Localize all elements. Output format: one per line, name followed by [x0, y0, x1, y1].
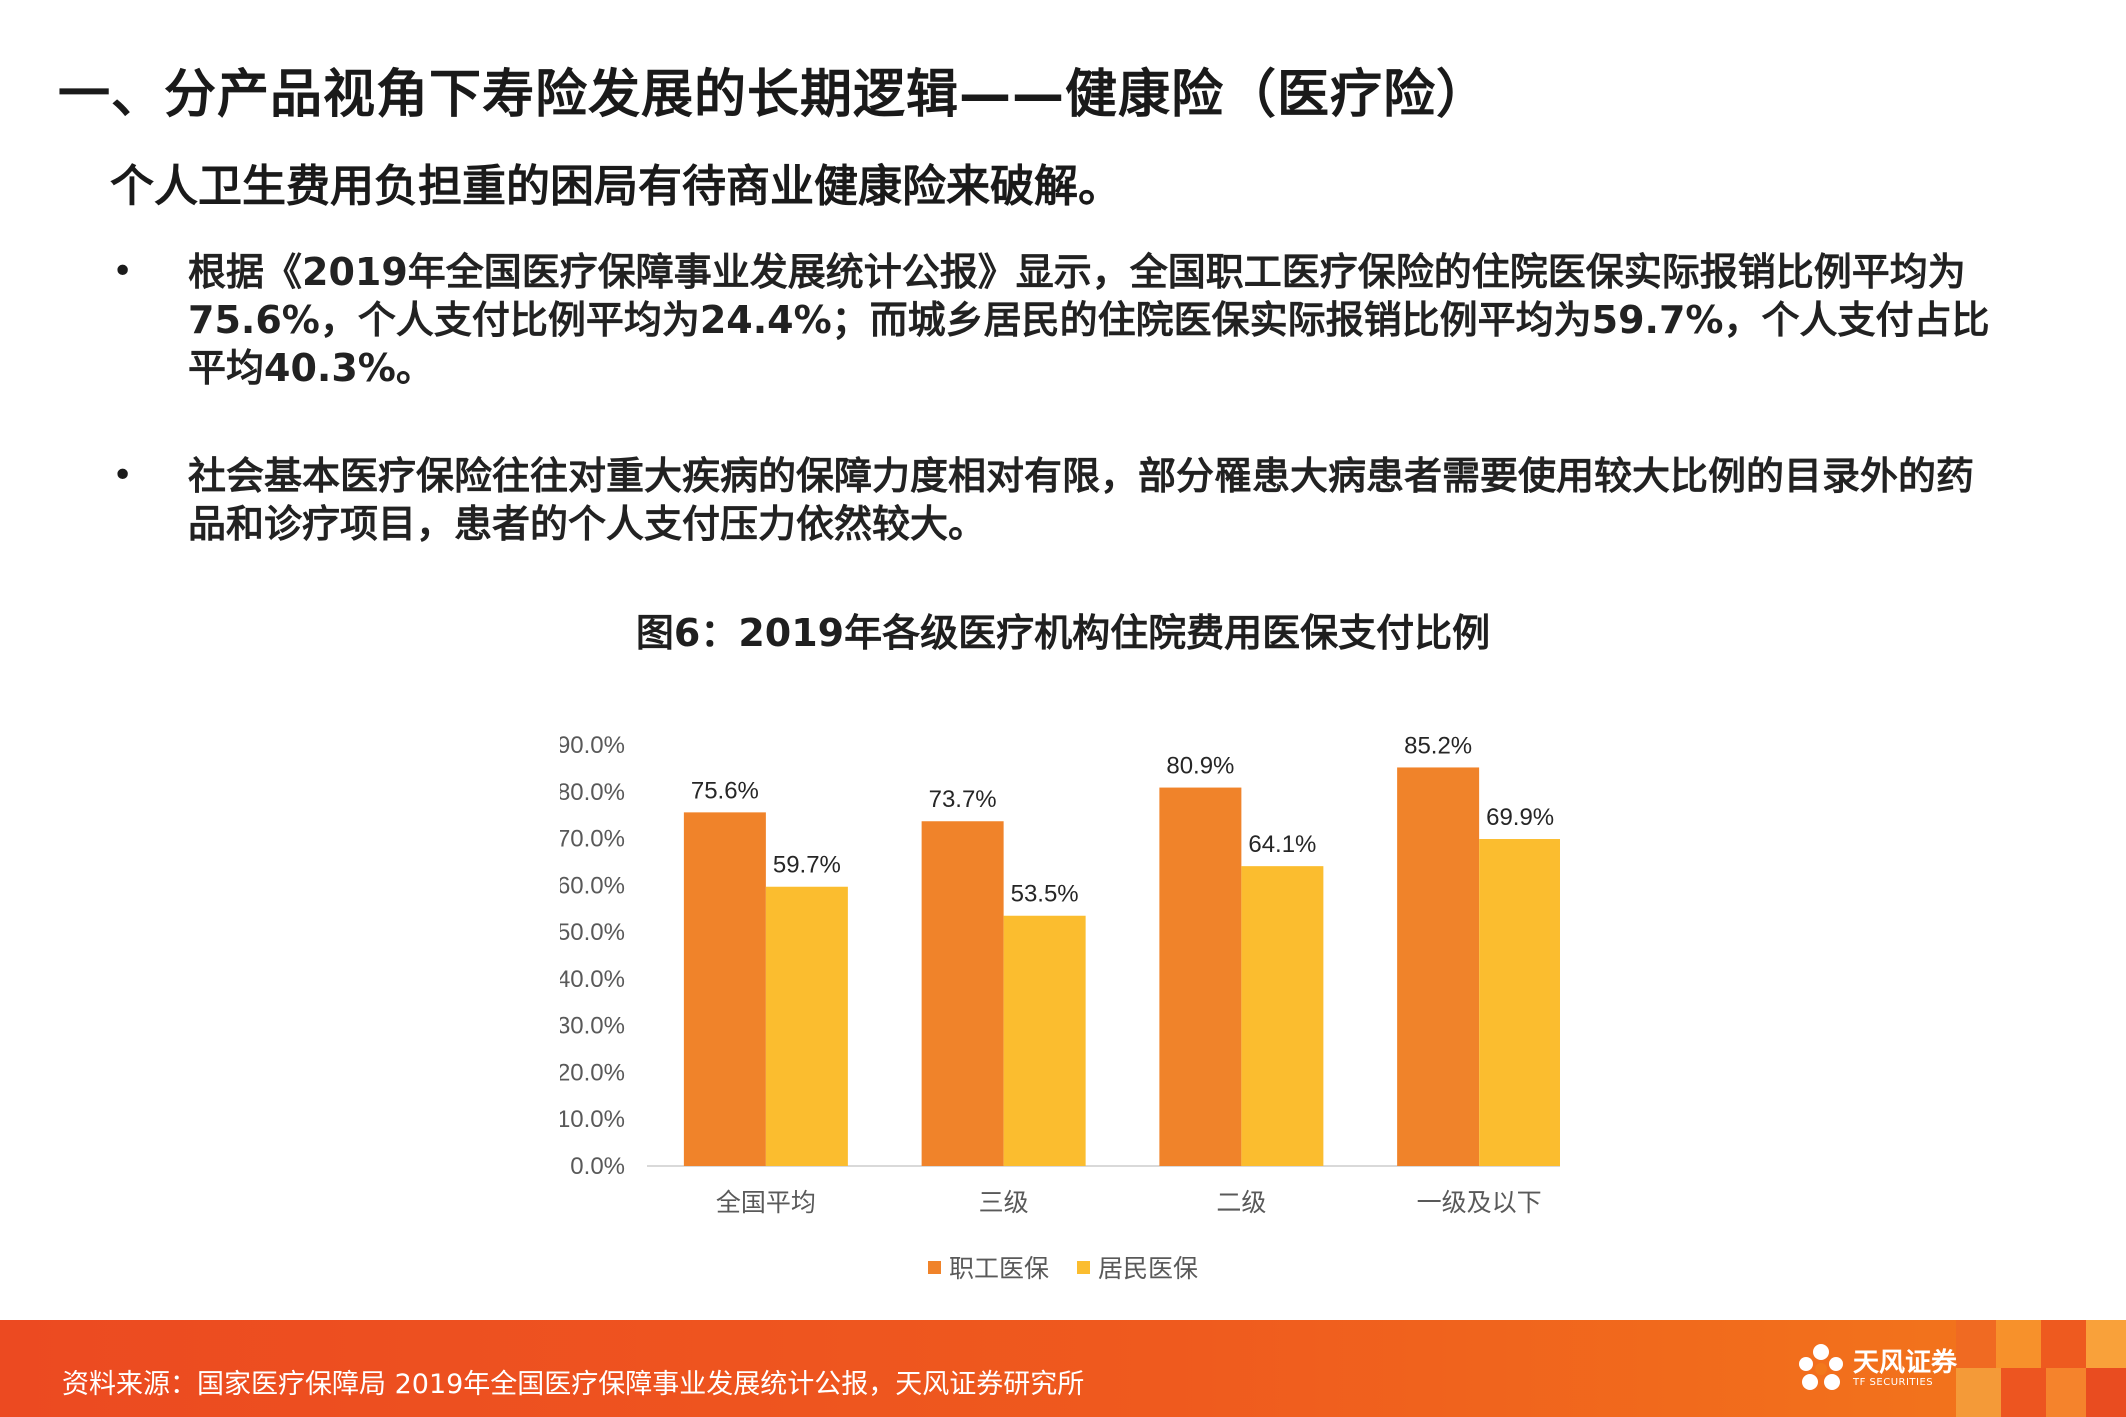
bullet-item-2: • 社会基本医疗保险往往对重大疾病的保障力度相对有限，部分罹患大病患者需要使用较… [110, 452, 2010, 548]
legend-swatch-resident [1077, 1260, 1090, 1274]
bar-chart: 0.0% 10.0% 20.0% 30.0% 40.0% 50.0% 60.0% 70.0% 8… [560, 732, 1560, 1217]
data-label: 75.6% [691, 777, 759, 804]
data-label: 69.9% [1486, 804, 1554, 831]
legend-item-resident: 居民医保 [1077, 1249, 1198, 1285]
flower-logo-icon [1799, 1344, 1843, 1390]
footer-bar: 资料来源：国家医疗保障局 2019年全国医疗保障事业发展统计公报，天风证券研究所… [0, 1320, 2126, 1417]
y-tick-label: 10.0% [560, 1106, 625, 1133]
bar-resident [1479, 839, 1560, 1166]
page-subtitle: 个人卫生费用负担重的困局有待商业健康险来破解。 [110, 161, 1122, 212]
bar-resident [765, 886, 848, 1166]
bullet-list: • 根据《2019年全国医疗保障事业发展统计公报》显示，全国职工医疗保险的住院医… [110, 248, 2010, 608]
logo-name-cn: 天风证券 [1853, 1348, 1958, 1378]
y-tick-label: 80.0% [560, 779, 625, 806]
footer-decoration [1956, 1320, 2126, 1417]
logo-name-en: TF SECURITIES [1853, 1377, 1934, 1388]
bullet-dot: • [112, 251, 134, 292]
data-label: 64.1% [1248, 831, 1316, 858]
bar-employee [683, 812, 766, 1166]
data-label: 59.7% [773, 852, 841, 879]
y-tick-label: 20.0% [560, 1059, 625, 1086]
y-tick-label: 60.0% [560, 872, 625, 899]
bullet-dot: • [112, 455, 134, 496]
bullet-text: 根据《2019年全国医疗保障事业发展统计公报》显示，全国职工医疗保险的住院医保实… [188, 250, 1990, 390]
legend-label-resident: 居民医保 [1098, 1254, 1199, 1283]
legend-swatch-employee [927, 1260, 941, 1274]
bar-employee [921, 821, 1004, 1166]
legend-label-employee: 职工医保 [948, 1254, 1049, 1283]
y-tick-label: 40.0% [560, 966, 625, 993]
y-tick-label: 70.0% [560, 826, 625, 853]
bar-employee [1159, 787, 1242, 1166]
x-tick-label: 三级 [979, 1188, 1029, 1217]
page-title: 一、分产品视角下寿险发展的长期逻辑——健康险（医疗险） [58, 65, 1490, 125]
bullet-text: 社会基本医疗保险往往对重大疾病的保障力度相对有限，部分罹患大病患者需要使用较大比… [188, 454, 1975, 546]
bullet-item-1: • 根据《2019年全国医疗保障事业发展统计公报》显示，全国职工医疗保险的住院医… [110, 248, 2010, 392]
chart-legend: 职工医保 居民医保 [0, 1249, 2126, 1285]
x-tick-label: 一级及以下 [1417, 1188, 1542, 1217]
legend-item-employee: 职工医保 [927, 1249, 1049, 1285]
bar-resident [1003, 915, 1086, 1166]
x-tick-label: 二级 [1216, 1188, 1266, 1217]
y-tick-label: 30.0% [560, 1013, 625, 1040]
source-note: 资料来源：国家医疗保障局 2019年全国医疗保障事业发展统计公报，天风证券研究所 [62, 1369, 1085, 1400]
data-label: 80.9% [1166, 753, 1234, 780]
company-logo: 天风证券 TF SECURITIES [1795, 1342, 1957, 1396]
y-tick-label: 0.0% [570, 1153, 625, 1180]
data-label: 73.7% [929, 786, 997, 813]
y-tick-label: 90.0% [560, 732, 625, 759]
bar-resident [1241, 866, 1324, 1166]
data-label: 53.5% [1011, 881, 1079, 908]
y-tick-label: 50.0% [560, 919, 625, 946]
data-label: 85.2% [1404, 732, 1472, 759]
x-tick-label: 全国平均 [716, 1188, 816, 1217]
chart-title: 图6：2019年各级医疗机构住院费用医保支付比例 [635, 611, 1491, 655]
bar-employee [1397, 767, 1480, 1166]
